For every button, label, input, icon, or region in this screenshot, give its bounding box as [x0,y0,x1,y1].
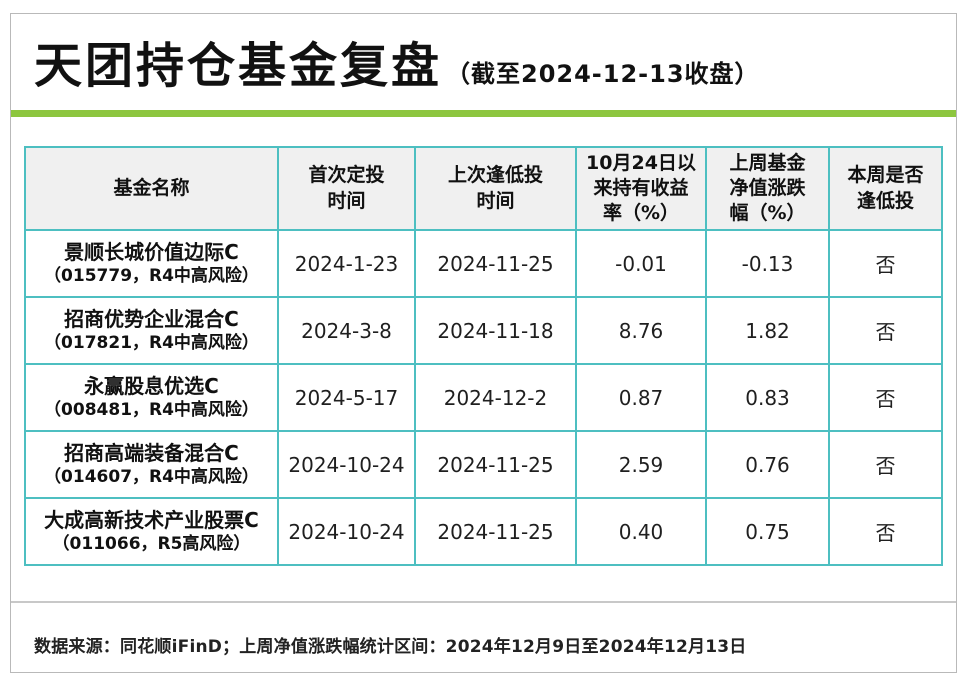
cell-last_week_change: 0.83 [705,363,830,432]
cell-first_invest_date: 2024-1-23 [277,229,416,298]
table-row: 景顺长城价值边际C （015779，R4中高风险） 2024-1-23 2024-11… [24,229,943,298]
fund-name: 招商优势企业混合C [64,306,239,331]
cell-return_since_oct24: -0.01 [575,229,707,298]
cell-last_week_change: 0.76 [705,430,830,499]
fund-name: 招商高端装备混合C [64,440,239,465]
page-title: 天团持仓基金复盘 [34,38,443,94]
fund-code-risk: （011066，R5高风险） [52,533,251,554]
fund-code-risk: （015779，R4中高风险） [44,265,259,286]
cell-last_week_change: -0.13 [705,229,830,298]
table-header-row: 基金名称 首次定投 时间 上次逢低投 时间 10月24日以 来持有收益 率（%） 上周基… [24,146,943,231]
cell-return_since_oct24: 0.87 [575,363,707,432]
fund-code-risk: （017821，R4中高风险） [44,332,259,353]
cell-dip_this_week: 否 [828,430,943,499]
table-row: 永赢股息优选C （008481，R4中高风险） 2024-5-17 2024-12-2… [24,363,943,432]
page-title-date-suffix: （截至2024-12-13收盘） [446,60,760,88]
data-source-note: 数据来源：同花顺iFinD；上周净值涨跌幅统计区间：2024年12月9日至202… [34,637,747,657]
footer-divider [11,601,956,603]
cell-return_since_oct24: 2.59 [575,430,707,499]
cell-name: 招商高端装备混合C （014607，R4中高风险） [24,430,279,499]
cell-return_since_oct24: 8.76 [575,296,707,365]
cell-first_invest_date: 2024-3-8 [277,296,416,365]
title-block: 天团持仓基金复盘 （截至2024-12-13收盘） [34,38,760,96]
cell-name: 招商优势企业混合C （017821，R4中高风险） [24,296,279,365]
cell-last_week_change: 1.82 [705,296,830,365]
cell-first_invest_date: 2024-10-24 [277,430,416,499]
fund-code-risk: （008481，R4中高风险） [44,399,259,420]
cell-dip_this_week: 否 [828,229,943,298]
cell-dip_this_week: 否 [828,497,943,566]
column-header-last_week_change: 上周基金 净值涨跌 幅（%） [705,146,830,231]
cell-name: 永赢股息优选C （008481，R4中高风险） [24,363,279,432]
fund-review-table: 基金名称 首次定投 时间 上次逢低投 时间 10月24日以 来持有收益 率（%） 上周基… [24,146,943,566]
cell-last_dip_date: 2024-11-18 [414,296,577,365]
cell-last_dip_date: 2024-11-25 [414,229,577,298]
cell-name: 景顺长城价值边际C （015779，R4中高风险） [24,229,279,298]
cell-dip_this_week: 否 [828,363,943,432]
column-header-first_invest_date: 首次定投 时间 [277,146,416,231]
column-header-dip_this_week: 本周是否 逢低投 [828,146,943,231]
cell-last_dip_date: 2024-11-25 [414,430,577,499]
column-header-return_since_oct24: 10月24日以 来持有收益 率（%） [575,146,707,231]
green-accent-bar [11,110,956,117]
cell-dip_this_week: 否 [828,296,943,365]
cell-last_week_change: 0.75 [705,497,830,566]
fund-name: 永赢股息优选C [84,373,219,398]
cell-first_invest_date: 2024-5-17 [277,363,416,432]
column-header-last_dip_date: 上次逢低投 时间 [414,146,577,231]
cell-first_invest_date: 2024-10-24 [277,497,416,566]
cell-last_dip_date: 2024-12-2 [414,363,577,432]
cell-return_since_oct24: 0.40 [575,497,707,566]
table-row: 大成高新技术产业股票C （011066，R5高风险） 2024-10-24 2024-… [24,497,943,566]
page-frame: 天团持仓基金复盘 （截至2024-12-13收盘） 基金名称 首次定投 时间 上次逢… [10,13,957,673]
fund-name: 大成高新技术产业股票C [44,507,259,532]
column-header-name: 基金名称 [24,146,279,231]
fund-table-container: 基金名称 首次定投 时间 上次逢低投 时间 10月24日以 来持有收益 率（%） 上周基… [24,146,943,566]
fund-name: 景顺长城价值边际C [64,239,239,264]
table-row: 招商优势企业混合C （017821，R4中高风险） 2024-3-8 2024-11-… [24,296,943,365]
table-row: 招商高端装备混合C （014607，R4中高风险） 2024-10-24 2024-1… [24,430,943,499]
cell-name: 大成高新技术产业股票C （011066，R5高风险） [24,497,279,566]
cell-last_dip_date: 2024-11-25 [414,497,577,566]
fund-code-risk: （014607，R4中高风险） [44,466,259,487]
